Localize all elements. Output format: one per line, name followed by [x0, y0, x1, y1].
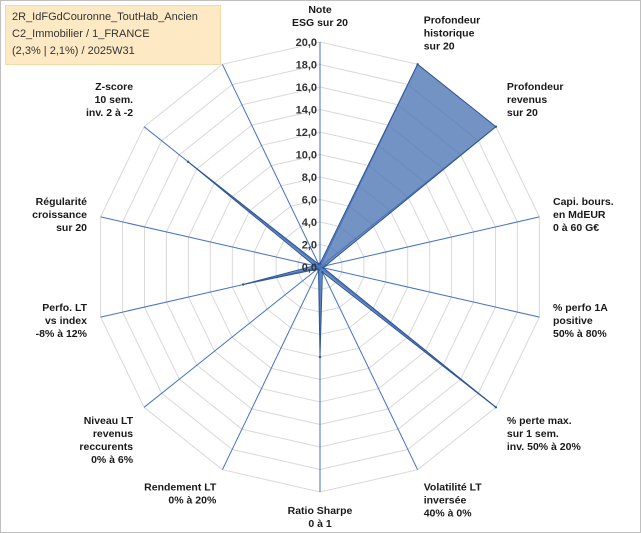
- axis-label-7-line-1: Volatilité LT: [424, 481, 483, 493]
- axis-label-8-line-1: Ratio Sharpe: [288, 505, 353, 517]
- tick-label-1: 2,0: [302, 240, 317, 252]
- title-line-3: (2,3% | 2,1%) / 2025W31: [12, 45, 135, 57]
- axis-label-11-line-3: -8% à 12%: [36, 328, 88, 340]
- axis-label-11-line-1: Perfo. LT: [42, 302, 87, 314]
- data-point-13: [186, 160, 190, 163]
- spoke-9: [221, 266, 321, 470]
- axis-label-2-line-1: Profondeur: [424, 15, 481, 27]
- spoke-4: [319, 216, 540, 268]
- data-point-7: [321, 270, 324, 274]
- axis-label-5-line-2: positive: [553, 315, 593, 327]
- axis-label-4-line-3: 0 à 60 G€: [553, 222, 599, 234]
- axis-label-6-line-1: % perte max.: [507, 415, 572, 427]
- axis-label-10-line-2: revenus: [93, 428, 133, 440]
- tick-label-9: 18,0: [296, 60, 317, 72]
- axis-label-12-line-3: sur 20: [56, 222, 87, 234]
- tick-label-2: 4,0: [302, 217, 317, 229]
- axis-label-3-line-3: sur 20: [507, 107, 538, 119]
- axis-label-10-line-4: 0% à 6%: [91, 454, 134, 466]
- axis-label-6-line-3: inv. 50% à 20%: [507, 441, 582, 453]
- series-area-1: [187, 63, 497, 408]
- tick-label-0: 0,0: [302, 262, 317, 274]
- axis-label-12-line-2: croissance: [32, 209, 87, 221]
- spoke-10: [143, 266, 321, 408]
- spoke-12: [100, 216, 321, 268]
- axis-label-5-line-1: % perfo 1A: [553, 302, 608, 314]
- axis-label-4-line-1: Capi. bours.: [553, 196, 614, 208]
- data-point-6: [494, 406, 498, 409]
- data-point-14: [317, 262, 320, 266]
- radar-series-layer: [186, 63, 498, 409]
- axis-label-6-line-2: sur 1 sem.: [507, 428, 559, 440]
- axis-label-13-line-2: 10 sem.: [95, 94, 134, 106]
- tick-label-8: 16,0: [296, 82, 317, 94]
- tick-label-5: 10,0: [296, 150, 317, 162]
- tick-label-6: 12,0: [296, 127, 317, 139]
- data-point-8: [318, 355, 322, 359]
- title-line-1: 2R_IdFGdCouronne_ToutHab_Ancien: [12, 11, 198, 23]
- spoke-5: [319, 266, 540, 318]
- axis-label-1-line-2: ESG sur 20: [292, 17, 348, 29]
- radar-tick-labels: 0,0 2,0 4,0 6,0 8,0 10,0 12,0 14,0 16,0 18,0 20,0: [296, 37, 317, 274]
- spoke-14: [221, 64, 321, 268]
- axis-label-9-line-2: 0% à 20%: [168, 494, 217, 506]
- axis-label-12-line-1: Régularité: [36, 196, 88, 208]
- data-point-3: [494, 125, 498, 128]
- axis-label-11-line-2: vs index: [45, 315, 87, 327]
- axis-label-10-line-3: reccurents: [79, 441, 133, 453]
- axis-label-3-line-2: revenus: [507, 94, 547, 106]
- axis-label-9-line-1: Rendement LT: [144, 481, 217, 493]
- axis-label-4-line-2: en MdEUR: [553, 209, 606, 221]
- tick-label-3: 6,0: [302, 195, 317, 207]
- axis-label-2-line-3: sur 20: [424, 41, 455, 53]
- data-point-4: [324, 264, 327, 267]
- data-point-10: [316, 267, 319, 271]
- axis-label-9: Rendement LT0% à 20%: [144, 481, 217, 506]
- tick-label-7: 14,0: [296, 105, 317, 117]
- tick-label-10: 20,0: [296, 37, 317, 49]
- data-point-11: [242, 283, 245, 286]
- axis-label-13-line-3: inv. 2 à -2: [86, 107, 133, 119]
- axis-label-5-line-3: 50% à 80%: [553, 328, 607, 340]
- data-point-5: [322, 266, 325, 269]
- data-point-2: [416, 63, 419, 66]
- chart-title-box: 2R_IdFGdCouronne_ToutHab_Ancien C2_Immob…: [5, 5, 221, 65]
- title-line-2: C2_Immobilier / 1_FRANCE: [12, 28, 150, 40]
- spoke-7: [319, 266, 419, 470]
- axis-label-7-line-3: 40% à 0%: [424, 507, 473, 519]
- axis-label-1-line-1: Note: [308, 4, 331, 16]
- axis-label-7-line-2: inversée: [424, 494, 467, 506]
- axis-label-8-line-2: 0 à 1: [308, 518, 332, 530]
- axis-label-2-line-2: historique: [424, 28, 475, 40]
- axis-label-6: % perte max.sur 1 sem.inv. 50% à 20%: [507, 415, 582, 453]
- axis-label-3-line-1: Profondeur: [507, 81, 564, 93]
- axis-label-13-line-1: Z-score: [95, 81, 133, 93]
- tick-label-4: 8,0: [302, 172, 317, 184]
- axis-label-10-line-1: Niveau LT: [84, 415, 134, 427]
- data-point-12: [313, 264, 316, 267]
